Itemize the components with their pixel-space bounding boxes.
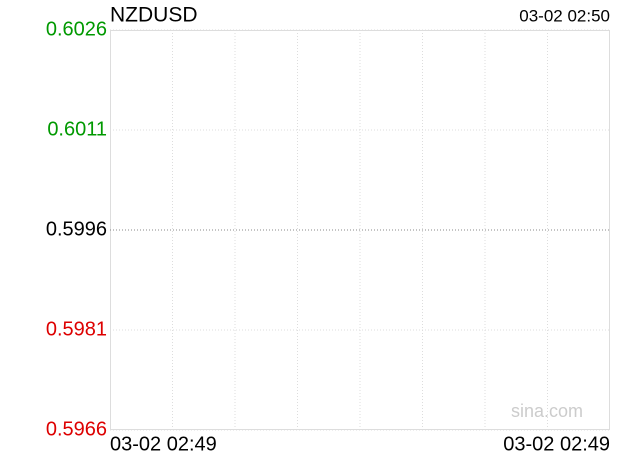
timestamp: 03-02 02:50 bbox=[519, 6, 610, 25]
y-tick-label: 0.5996 bbox=[46, 218, 107, 240]
x-tick-label: 03-02 02:49 bbox=[110, 433, 217, 455]
y-tick-label: 0.6011 bbox=[47, 118, 107, 140]
y-tick-label: 0.5966 bbox=[46, 418, 107, 440]
watermark: sina.com bbox=[511, 401, 583, 421]
chart-title: NZDUSD bbox=[110, 4, 198, 27]
x-tick-label: 03-02 02:49 bbox=[503, 433, 610, 455]
y-tick-label: 0.5981 bbox=[46, 318, 107, 340]
y-tick-label: 0.6026 bbox=[46, 18, 107, 40]
